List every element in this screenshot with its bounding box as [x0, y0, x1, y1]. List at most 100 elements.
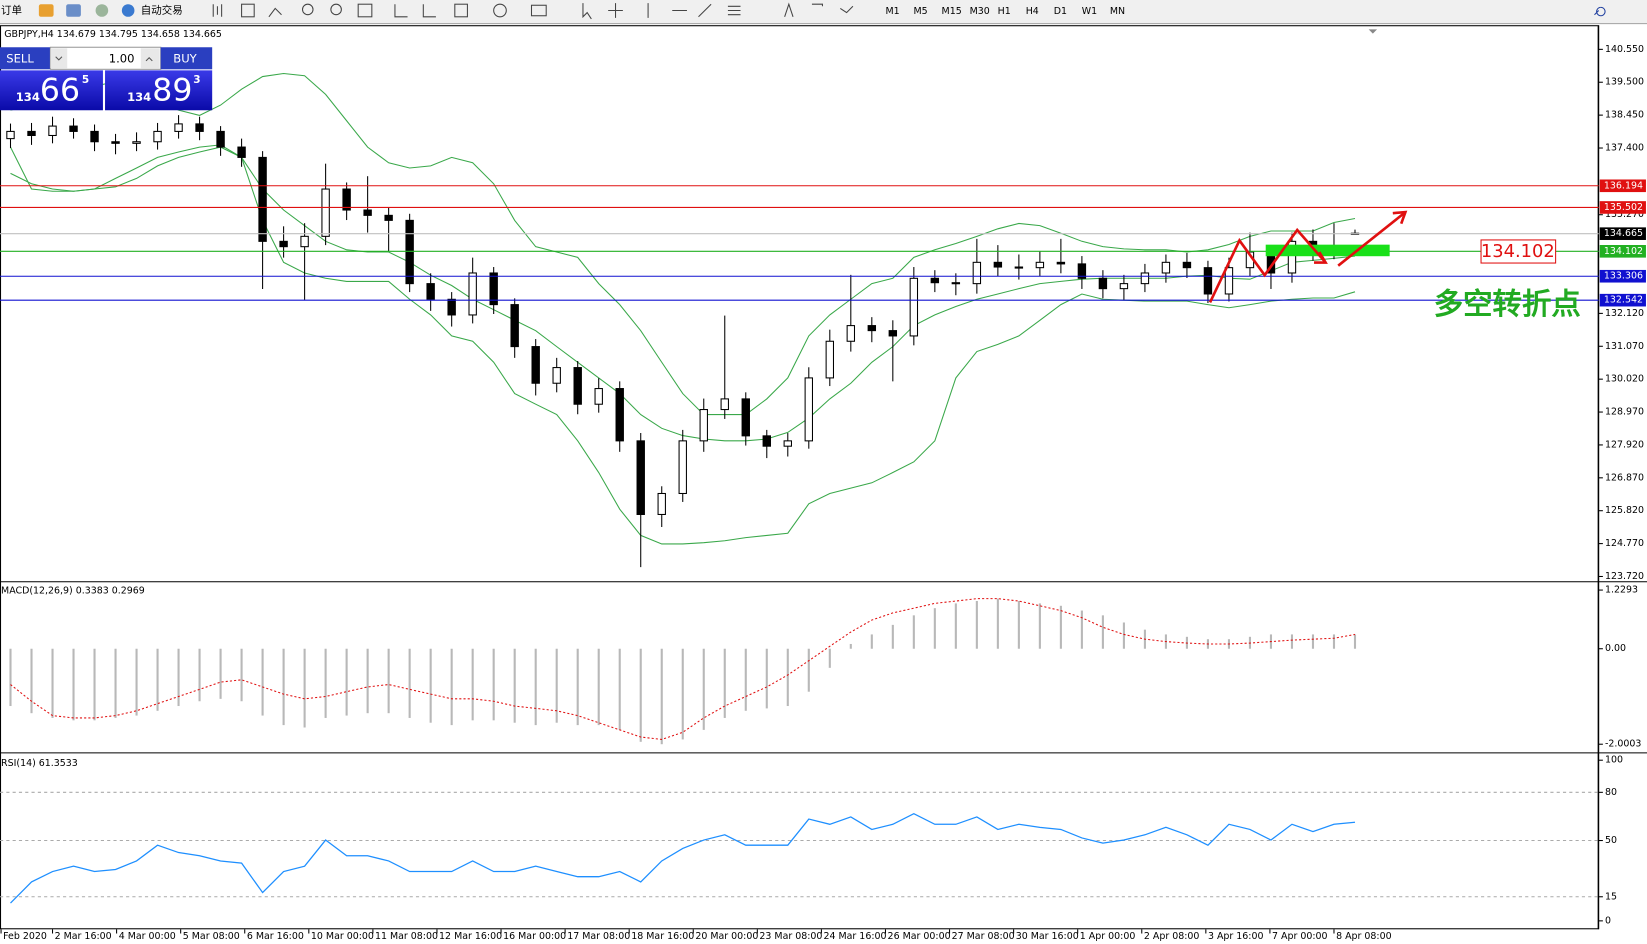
timeframe-button[interactable]: M15	[942, 6, 962, 17]
indicator-title: RSI(14) 61.3533	[1, 758, 78, 769]
ask-panel[interactable]	[105, 70, 213, 111]
auto-trading-button[interactable]: 自动交易	[141, 4, 183, 17]
x-tick-label: 30 Mar 16:00	[1016, 931, 1079, 942]
icon[interactable]	[530, 4, 547, 17]
macd-bar	[1059, 605, 1062, 649]
spin-arrows	[55, 56, 153, 62]
y-tick-label: 126.870	[1605, 472, 1644, 483]
buy-label[interactable]: BUY	[173, 51, 197, 65]
chart-title: GBPJPY,H4 134.679 134.795 134.658 134.66…	[4, 29, 222, 40]
candle-body	[1182, 261, 1192, 269]
x-tick-label: 7 Apr 00:00	[1272, 931, 1328, 942]
price-level-tag	[1599, 179, 1646, 193]
macd-bar	[555, 648, 558, 723]
timeframe-button[interactable]: M30	[970, 6, 990, 17]
toolbar-icons	[212, 2, 854, 20]
timeframe-button[interactable]: MN	[1110, 6, 1125, 17]
arrow-head	[1314, 251, 1328, 264]
macd-bar	[51, 648, 54, 718]
zoom-out[interactable]	[330, 3, 342, 16]
x-tick-label: 2 Apr 08:00	[1144, 931, 1200, 942]
band-upper	[10, 72, 1356, 416]
macd-bar	[912, 615, 915, 649]
up-arrow	[1337, 211, 1407, 267]
macd-bar	[324, 648, 327, 718]
candle-body	[321, 188, 330, 237]
macd-bar	[996, 598, 999, 649]
macd-bar	[597, 648, 600, 726]
price-level-label: 136.194	[1604, 180, 1643, 191]
candle-body	[615, 388, 624, 442]
macd-bar	[681, 648, 684, 740]
icon[interactable]	[268, 7, 282, 18]
macd-bar	[786, 648, 789, 707]
y-tick-label: 100	[1605, 755, 1623, 766]
macd-bar	[723, 648, 726, 718]
candle-body	[1056, 261, 1066, 265]
timeframe-button[interactable]: M1	[885, 6, 899, 17]
candle-body	[279, 240, 288, 248]
sell-button[interactable]	[0, 47, 51, 70]
order-button[interactable]: 订单	[1, 5, 22, 17]
candle-body	[1098, 277, 1108, 290]
icon[interactable]	[357, 3, 373, 18]
current-price-tag	[1599, 227, 1646, 240]
search-icon[interactable]	[1594, 6, 1606, 17]
icon[interactable]	[582, 3, 741, 20]
icon[interactable]	[784, 2, 854, 17]
timeframe-button[interactable]: H4	[1026, 6, 1039, 17]
arrow-head	[1392, 210, 1408, 225]
timeframe-button[interactable]: H1	[998, 6, 1011, 17]
auto-trading-icon[interactable]	[121, 4, 135, 17]
timeframes: M1 M5 M15 M30 H1 H4 D1 W1 MN	[885, 6, 1125, 17]
candle-body	[216, 130, 225, 148]
candle-body	[888, 330, 898, 337]
macd-bar	[849, 643, 852, 649]
lots-down[interactable]	[50, 48, 68, 69]
icon[interactable]	[95, 4, 109, 17]
icon[interactable]	[38, 4, 54, 17]
macd-bar	[303, 648, 306, 728]
ask-main: 89	[152, 72, 192, 108]
signal-line	[10, 598, 1356, 740]
bid-panel[interactable]	[0, 70, 103, 111]
highlight-zone	[1265, 244, 1390, 257]
y-tick-label: 130.020	[1605, 374, 1644, 385]
lots-value[interactable]: 1.00	[109, 51, 135, 65]
candle-body	[426, 283, 435, 300]
macd-bar	[870, 634, 873, 649]
icon[interactable]	[241, 3, 255, 18]
timeframe-button[interactable]: D1	[1054, 6, 1067, 17]
icon[interactable]	[66, 4, 81, 17]
macd-bar	[1290, 634, 1294, 649]
candle-body	[1014, 266, 1024, 269]
y-tick-label: 15	[1605, 891, 1617, 902]
timeframe-button[interactable]: W1	[1082, 6, 1097, 17]
macd-bar	[702, 648, 705, 730]
y-tick-label: 80	[1605, 787, 1617, 798]
y-tick-label: 138.450	[1605, 110, 1644, 121]
buy-button[interactable]	[160, 47, 213, 70]
timeframe-button[interactable]: M5	[914, 6, 928, 17]
macd-bar	[744, 648, 747, 711]
candle-body	[657, 492, 666, 515]
icon[interactable]	[493, 3, 507, 18]
y-tick-label: 135.270	[1605, 209, 1644, 220]
x-tick-label: 26 Mar 00:00	[888, 931, 951, 942]
icon[interactable]	[394, 4, 436, 18]
band-middle	[10, 144, 1356, 442]
icon[interactable]	[454, 3, 468, 18]
macd-bar	[765, 648, 768, 709]
sell-label[interactable]: SELL	[6, 51, 34, 65]
x-tick-label: 27 Mar 08:00	[952, 931, 1015, 942]
shift-marker	[1368, 29, 1378, 34]
macd-bar	[240, 648, 243, 702]
icon[interactable]	[212, 4, 223, 17]
x-tick-label: 16 Mar 00:00	[503, 931, 566, 942]
macd-bar	[282, 648, 285, 726]
candle-body	[237, 146, 246, 158]
x-tick-label: 6 Mar 16:00	[247, 931, 304, 942]
x-tick-label: 1 Apr 00:00	[1080, 931, 1136, 942]
zoom-in[interactable]	[301, 3, 314, 16]
